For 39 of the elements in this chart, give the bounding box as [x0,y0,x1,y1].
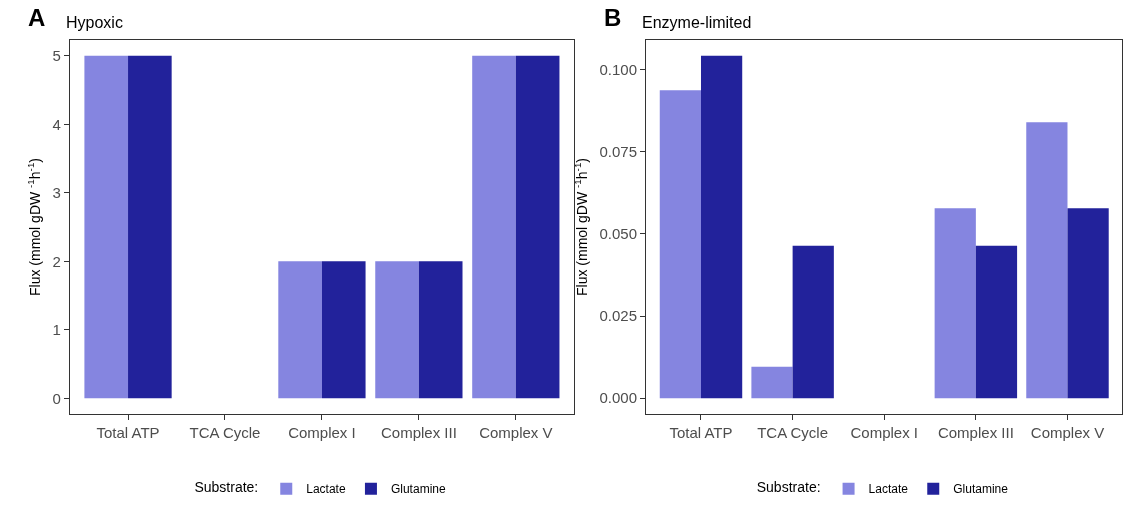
bar [934,208,976,399]
x-tick-label: Total ATP [96,424,160,441]
x-tick-label: TCA Cycle [757,424,829,441]
legend-title: Substrate: [756,479,821,496]
x-tick-label: Complex V [1030,424,1105,441]
y-tick-label: 0 [52,389,61,407]
bar [792,245,834,399]
y-tick-label: 2 [52,252,61,270]
bar [1026,122,1068,399]
y-tick-label: 0.050 [599,225,638,243]
y-tick-label: 1 [52,321,61,338]
x-tick-label: Total ATP [669,424,733,441]
x-tick-label: Complex I [850,424,919,441]
bar [1067,208,1109,399]
chart-title: Enzyme-limited [642,14,752,31]
y-tick-label: 3 [52,184,61,201]
text: B [604,4,622,31]
y-tick-label: 0.075 [599,142,638,160]
text: A [28,4,46,31]
x-tick-label: Complex III [937,424,1014,441]
legend-label: Glutamine [390,482,446,497]
bar [659,90,701,399]
x-tick-label: Complex III [380,424,457,441]
legend-label: Lactate [868,482,909,497]
y-tick-label: 4 [52,115,61,133]
y-tick-label: 0.100 [599,60,638,78]
y-tick-label: 0.025 [599,307,638,325]
legend-title: Substrate: [194,479,259,496]
x-tick-label: Complex I [288,424,356,441]
x-tick-label: TCA Cycle [189,424,261,441]
bar [700,55,743,399]
bar [751,366,793,399]
bar [975,245,1018,399]
x-tick-label: Complex V [479,424,553,441]
chart-title: Hypoxic [66,14,123,31]
legend-label: Glutamine [953,482,1009,497]
y-tick-label: 5 [52,47,61,64]
legend-label: Lactate [306,482,346,497]
y-tick-label: 0.000 [599,389,638,407]
